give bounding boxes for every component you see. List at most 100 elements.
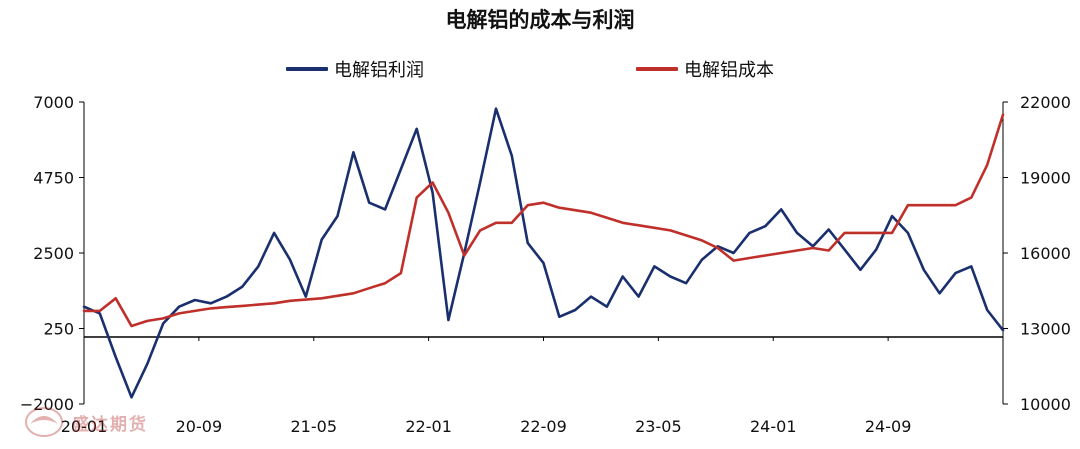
data-point <box>606 306 608 308</box>
data-point <box>400 168 402 170</box>
data-point <box>590 212 592 214</box>
data-point <box>970 265 972 267</box>
series-line <box>82 107 1005 399</box>
data-point <box>844 249 846 251</box>
data-point <box>130 396 133 398</box>
data-point <box>83 306 85 308</box>
data-point <box>685 234 687 236</box>
data-point <box>241 305 243 307</box>
data-point <box>970 197 972 199</box>
data-point <box>511 155 513 157</box>
data-point <box>859 232 862 234</box>
data-point <box>542 262 545 264</box>
data-point <box>954 272 957 274</box>
data-point <box>336 295 339 297</box>
data-point <box>733 252 735 254</box>
data-point <box>780 208 782 210</box>
data-point <box>257 265 259 267</box>
y-left-tick-label: 2500 <box>33 244 74 263</box>
data-point <box>606 217 608 219</box>
data-point <box>210 302 212 304</box>
data-point <box>701 239 703 241</box>
data-point <box>352 292 354 294</box>
data-point <box>828 228 830 231</box>
data-point <box>907 232 909 234</box>
data-point <box>99 312 101 314</box>
data-point <box>685 282 687 284</box>
y-right-tick-label: 10000 <box>1020 395 1071 414</box>
x-tick-label: 24-09 <box>865 417 912 436</box>
data-point <box>368 202 370 204</box>
x-tick-label: 21-05 <box>291 417 338 436</box>
data-point <box>479 181 481 184</box>
series-layer <box>82 107 1005 399</box>
data-point <box>146 320 148 322</box>
data-point <box>305 296 307 298</box>
data-point <box>764 225 766 227</box>
data-point <box>368 287 370 289</box>
legend-label-cost: 电解铝成本 <box>684 60 774 81</box>
data-point <box>352 151 354 153</box>
series-line <box>82 113 1005 328</box>
data-point <box>733 260 735 262</box>
data-point <box>875 249 877 251</box>
data-point <box>986 309 988 311</box>
y-left-tick-label: −2000 <box>20 395 74 414</box>
legend-swatch-cost <box>636 67 678 71</box>
data-point <box>558 207 560 209</box>
data-point <box>907 204 909 206</box>
data-point <box>241 286 243 288</box>
data-point <box>527 242 529 244</box>
watermark-logo: 盛达期货 <box>24 404 148 440</box>
data-point <box>638 224 640 226</box>
data-point <box>321 239 323 241</box>
data-point <box>289 259 291 261</box>
data-point <box>701 259 703 261</box>
y-left-tick-label: 250 <box>43 320 74 339</box>
data-point <box>321 297 323 299</box>
data-point <box>844 232 846 234</box>
x-tick-label: 23-05 <box>635 417 682 436</box>
data-point <box>1002 329 1004 331</box>
data-point <box>859 269 862 271</box>
data-point <box>574 309 576 311</box>
legend-label-profit: 电解铝利润 <box>334 60 424 81</box>
data-point <box>828 249 830 252</box>
x-tick-label: 20-09 <box>176 417 223 436</box>
data-point <box>542 202 545 204</box>
watermark-text: 盛达期货 <box>72 414 148 435</box>
data-point <box>463 254 465 257</box>
data-point <box>764 254 766 257</box>
data-point <box>780 252 782 254</box>
data-point <box>384 208 386 210</box>
data-point <box>653 265 656 267</box>
data-point <box>954 204 957 206</box>
x-tick-label: 22-01 <box>405 417 452 436</box>
data-point <box>99 310 101 312</box>
data-point <box>796 232 798 234</box>
data-point <box>891 232 893 234</box>
x-tick-label: 22-09 <box>520 417 567 436</box>
data-point <box>447 212 449 214</box>
data-point <box>875 232 877 234</box>
data-point <box>1002 114 1004 116</box>
data-point <box>432 192 434 194</box>
data-point <box>226 296 228 298</box>
data-point <box>194 310 196 312</box>
data-point <box>115 356 117 358</box>
data-point <box>83 310 85 312</box>
data-point <box>939 292 941 294</box>
data-point <box>178 306 180 308</box>
data-point <box>939 204 941 206</box>
data-point <box>210 307 212 309</box>
data-point <box>384 282 386 284</box>
data-point <box>416 197 418 199</box>
x-tick-label: 20-01 <box>61 417 108 436</box>
data-point <box>305 299 307 301</box>
y-left-tick-label: 7000 <box>33 93 74 112</box>
data-point <box>194 299 196 301</box>
data-point <box>717 247 719 249</box>
data-point <box>558 316 560 318</box>
data-point <box>669 275 671 278</box>
data-point <box>336 215 339 217</box>
